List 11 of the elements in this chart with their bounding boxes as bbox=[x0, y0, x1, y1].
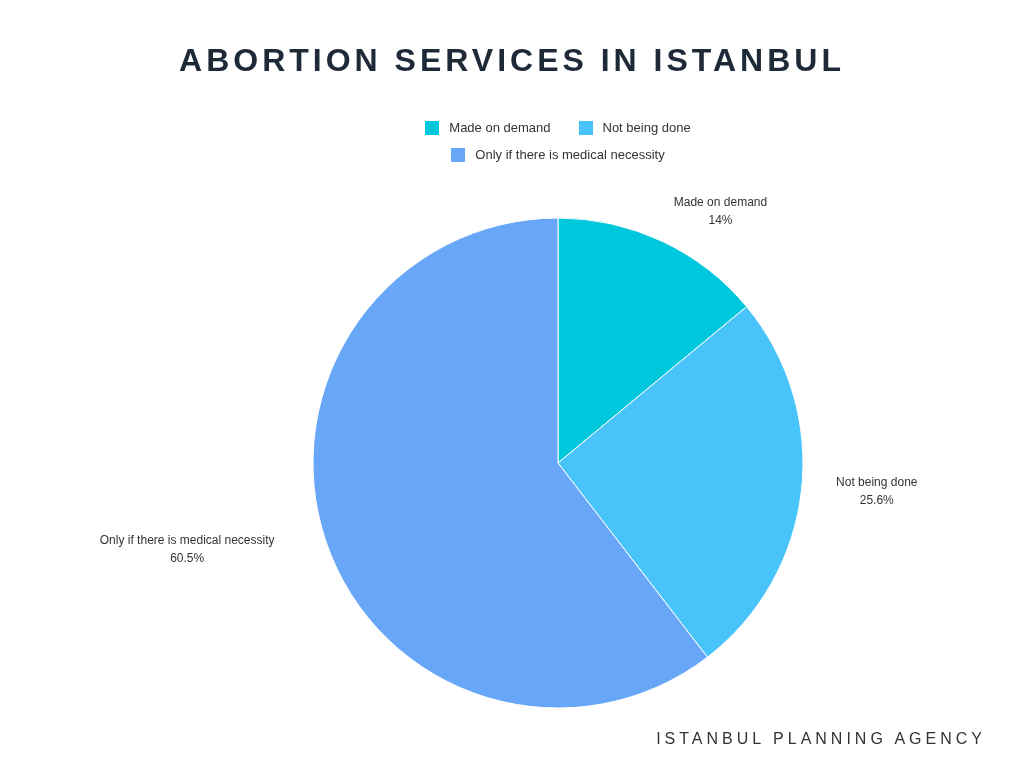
legend-label: Only if there is medical necessity bbox=[475, 147, 665, 162]
slice-label: Only if there is medical necessity bbox=[99, 532, 275, 547]
legend-label: Not being done bbox=[602, 120, 691, 135]
text: ISTANBUL PLANNING AGENCY bbox=[656, 730, 986, 748]
chart-title: ABORTION SERVICES IN ISTANBUL bbox=[178, 42, 846, 79]
slice-label: Not being done bbox=[836, 474, 918, 489]
data-label: 60.5% bbox=[170, 550, 205, 565]
slice-label: Made on demand bbox=[673, 195, 768, 210]
legend-label: Made on demand bbox=[449, 120, 551, 135]
data-label: 25.6% bbox=[859, 492, 895, 507]
data-label: 14% bbox=[708, 213, 733, 228]
